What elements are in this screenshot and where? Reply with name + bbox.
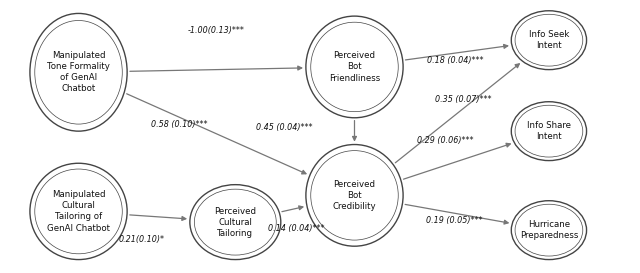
Text: Hurricane
Preparedness: Hurricane Preparedness (520, 220, 578, 240)
Ellipse shape (30, 13, 127, 131)
Text: Perceived
Bot
Credibility: Perceived Bot Credibility (333, 180, 376, 211)
Text: 0.35 (0.07)***: 0.35 (0.07)*** (435, 94, 492, 103)
Text: 0.29 (0.06)***: 0.29 (0.06)*** (417, 136, 474, 145)
Ellipse shape (190, 185, 281, 260)
Text: Manipulated
Cultural
Tailoring of
GenAI Chatbot: Manipulated Cultural Tailoring of GenAI … (47, 190, 110, 233)
Text: 0.21(0.10)*: 0.21(0.10)* (118, 235, 164, 244)
Text: 0.45 (0.04)***: 0.45 (0.04)*** (256, 123, 312, 132)
Ellipse shape (30, 163, 127, 260)
Text: Manipulated
Tone Formality
of GenAI
Chatbot: Manipulated Tone Formality of GenAI Chat… (47, 51, 110, 93)
Text: 0.19 (0.05)***: 0.19 (0.05)*** (426, 216, 483, 225)
Ellipse shape (306, 16, 403, 118)
Text: 0.18 (0.04)***: 0.18 (0.04)*** (427, 56, 483, 65)
Ellipse shape (511, 102, 586, 161)
Text: Perceived
Bot
Friendliness: Perceived Bot Friendliness (329, 51, 380, 82)
Text: 0.58 (0.10)***: 0.58 (0.10)*** (150, 120, 207, 129)
Ellipse shape (511, 11, 586, 70)
Text: Info Seek
Intent: Info Seek Intent (529, 30, 569, 50)
Text: -1.00(0.13)***: -1.00(0.13)*** (188, 26, 245, 35)
Text: 0.14 (0.04)***: 0.14 (0.04)*** (268, 224, 324, 233)
Text: Perceived
Cultural
Tailoring: Perceived Cultural Tailoring (214, 206, 257, 238)
Ellipse shape (511, 201, 586, 260)
Ellipse shape (306, 144, 403, 246)
Text: Info Share
Intent: Info Share Intent (527, 121, 571, 141)
